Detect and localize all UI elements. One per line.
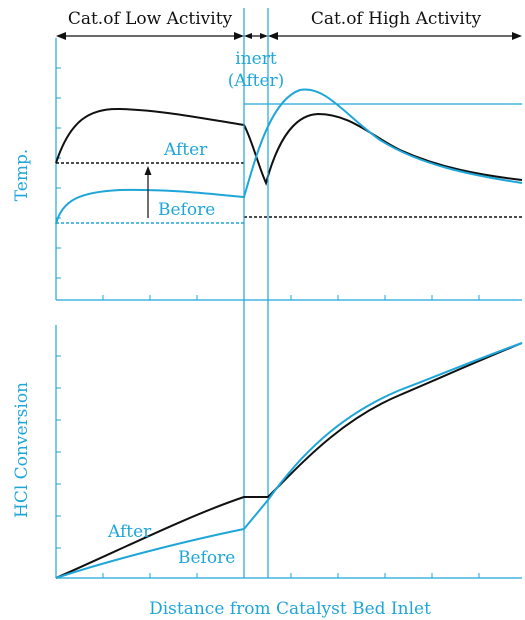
bottom-x-ticks bbox=[102, 573, 480, 578]
inert-label: inert bbox=[235, 49, 277, 69]
conversion-after-curve bbox=[55, 342, 523, 579]
bottom-after-label: After bbox=[107, 522, 152, 542]
low-activity-label: Cat.of Low Activity bbox=[68, 9, 233, 29]
top-panel: After Before Temp. bbox=[12, 38, 523, 301]
temp-before-curve bbox=[55, 88, 523, 225]
conversion-before-curve bbox=[55, 342, 523, 579]
conversion-axis-label: HCl Conversion bbox=[12, 382, 32, 518]
inert-after-label: (After) bbox=[228, 71, 285, 91]
inert-arrow-left bbox=[244, 33, 252, 39]
bottom-y-ticks bbox=[56, 355, 61, 549]
top-x-ticks bbox=[102, 295, 480, 300]
low-activity-arrow-right bbox=[234, 32, 244, 40]
top-y-ticks bbox=[56, 67, 61, 279]
distance-axis-label: Distance from Catalyst Bed Inlet bbox=[149, 599, 431, 619]
high-activity-label: Cat.of High Activity bbox=[311, 9, 482, 29]
region-header: Cat.of Low Activity inert (After) Cat.of… bbox=[56, 9, 522, 91]
bottom-before-label: Before bbox=[178, 548, 235, 568]
region-dividers bbox=[243, 8, 269, 578]
top-after-label: After bbox=[163, 140, 208, 160]
inert-arrow-right bbox=[260, 33, 268, 39]
increase-arrow-head bbox=[144, 166, 152, 175]
bottom-panel: After Before HCl Conversion bbox=[12, 325, 523, 579]
top-before-label: Before bbox=[158, 200, 215, 220]
temp-after-curve bbox=[55, 107, 523, 186]
high-activity-arrow-left bbox=[268, 32, 278, 40]
temp-axis-label: Temp. bbox=[12, 149, 32, 202]
high-activity-arrow-right bbox=[512, 32, 522, 40]
low-activity-arrow-left bbox=[56, 32, 66, 40]
